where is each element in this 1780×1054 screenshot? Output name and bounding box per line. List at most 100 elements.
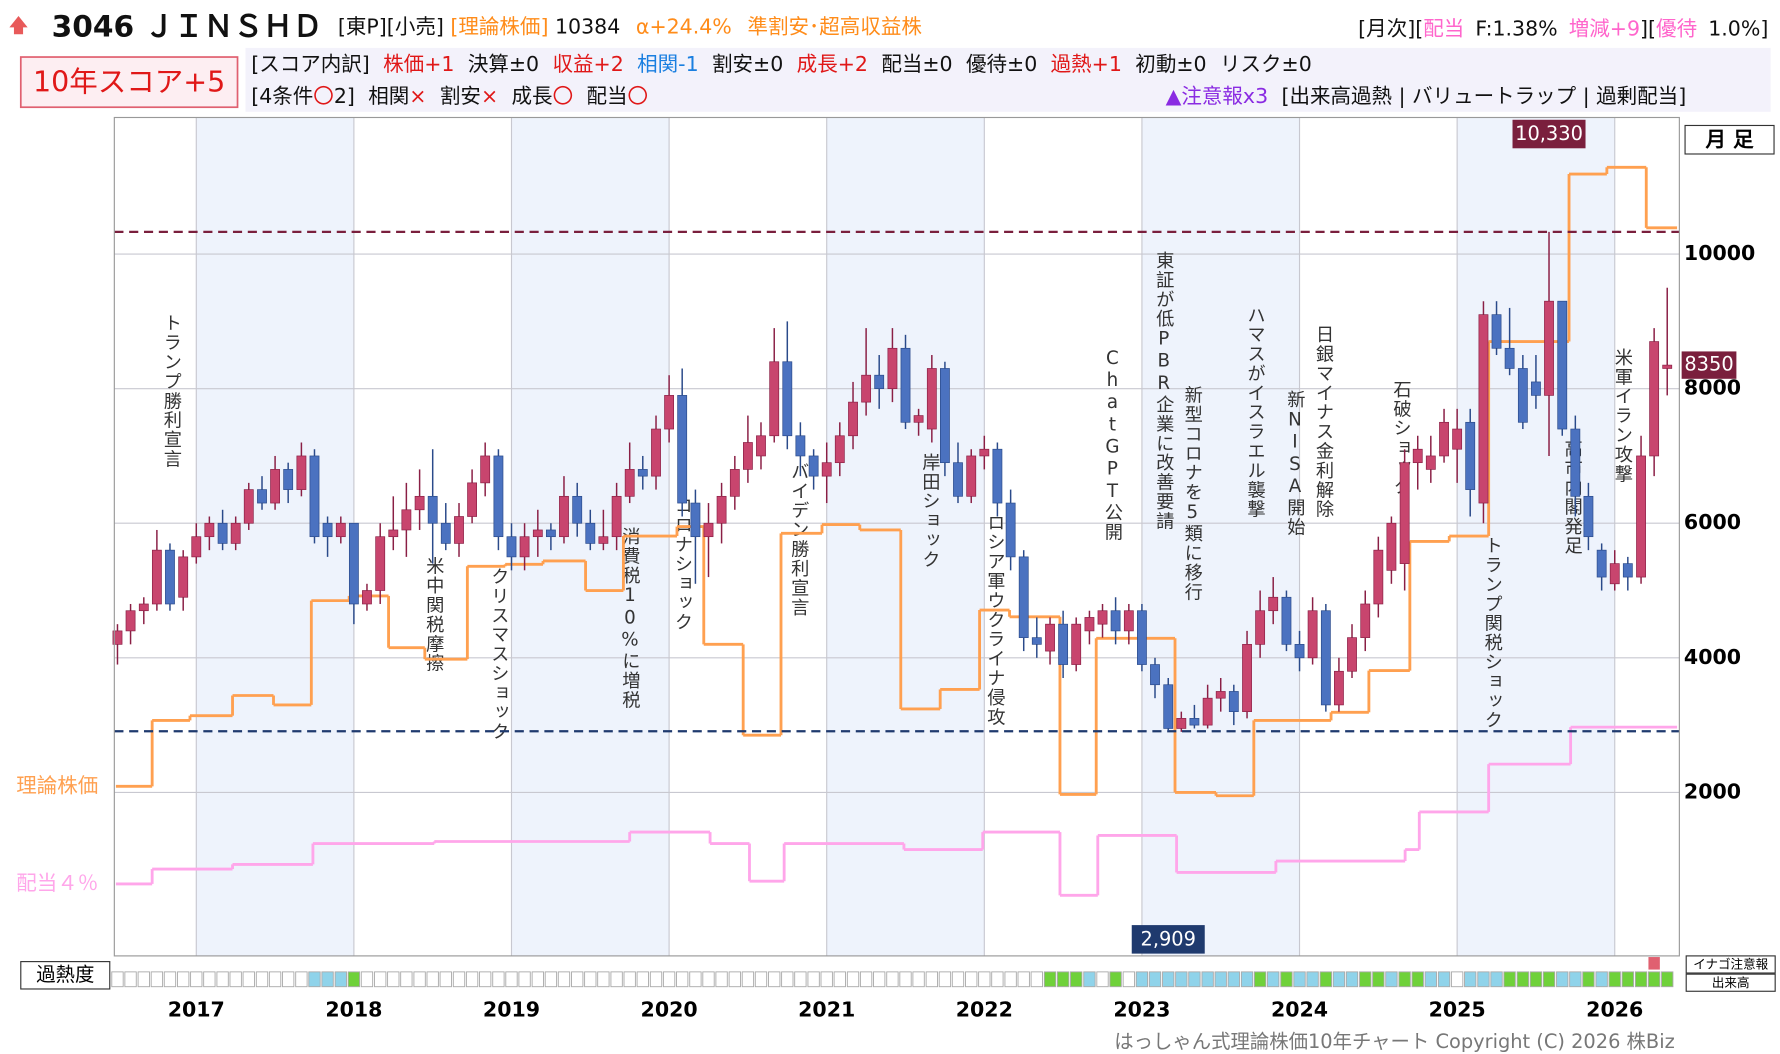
t: 割安±0 [712,52,783,76]
candle-body [1504,347,1515,369]
score-box [19,56,239,109]
heat-cell [1227,971,1240,988]
t: 相関-1 [637,52,699,76]
event-annotation: ChatGPT公開 [1102,348,1123,542]
period-box [1684,124,1775,155]
heat-cell [1516,971,1530,988]
candle-body [1176,718,1187,729]
heat-cell [1385,971,1398,988]
candle-body [322,522,333,538]
candle-body [309,455,320,538]
candle-body [743,442,753,470]
x-tick-label: 2026 [1586,998,1643,1022]
candle-body [1386,522,1397,571]
volume-box [1685,973,1776,992]
heat-cell [387,971,400,988]
reference-label-box [1512,119,1586,149]
heat-cell [190,971,203,988]
heat-cell [1096,971,1109,988]
heat-cell [1148,971,1162,988]
candle-body [598,536,609,544]
event-annotation: クリスマスショック [488,567,509,742]
candle-body [204,522,215,538]
heat-cell [1135,971,1149,988]
heat-cell [1608,971,1621,988]
heat-cell [216,971,229,988]
candle-body [1544,300,1554,396]
candle-body [690,502,701,538]
heat-cell [1004,971,1017,988]
reference-label: 2,909 [1141,927,1196,950]
candle-body [729,469,740,497]
heat-cell [282,971,295,988]
candle-body [1163,684,1174,729]
x-tick-label: 2020 [641,998,698,1022]
x-tick-label: 2024 [1271,998,1328,1022]
heat-cell [1661,971,1674,988]
candle-body [900,347,911,423]
heat-cell [242,971,255,988]
candle-body [559,495,569,538]
t: 優待±0 [966,52,1037,76]
rating: 準割安･超高収益株 [747,14,922,38]
heat-cell [557,971,571,988]
heat-cell [439,971,452,988]
candle-body [270,469,280,504]
heat-cell [676,971,689,988]
candle-body [1557,300,1568,430]
candle-body [1320,610,1331,706]
heat-cell [321,971,334,988]
t: リスク±0 [1220,52,1312,76]
heat-cell [1634,971,1648,988]
candle-body [756,435,766,457]
heat-cell [807,971,820,988]
candle-body [1373,549,1384,605]
heat-cell [1345,971,1359,988]
candle-body [1531,381,1541,396]
heat-cell [1175,971,1188,988]
candle-body [1281,596,1292,645]
heat-box [20,961,111,990]
text: F:1.38% [1475,17,1557,41]
heat-cell [1569,971,1582,988]
event-annotation: 新NISA開始 [1284,390,1305,537]
heat-cell [1201,971,1214,988]
t: 割安 [440,84,481,108]
heat-cell [925,971,938,988]
y-tick-label: 8000 [1684,376,1741,400]
plot: トランプ勝利宣言米中関税摩擦 クリスマスショック 消費税10%に増税 コロナショックバ… [112,117,1680,956]
candle-body [1570,428,1581,497]
candle-body [1465,421,1476,490]
candle-body [335,522,346,538]
heat-cell [1450,971,1464,988]
candle-body [1150,664,1160,686]
candle-body [834,435,845,464]
t: 成長+2 [797,52,868,76]
heat-cell [255,971,269,988]
event-annotation: トランプ勝利宣言 [161,314,182,469]
heat-cell [1621,971,1634,988]
x-tick-label: 2022 [956,998,1013,1022]
heat-cell [1162,971,1175,988]
heat-cell [1542,971,1556,988]
t: 〇 [628,84,649,108]
heat-cell [124,971,137,988]
candle-body [913,415,924,423]
up-icon [9,15,28,35]
x-tick-label: 2021 [798,998,855,1022]
heat-cell [1030,971,1043,988]
header-row2: [スコア内訳] 株価+1 決算±0 収益+2 相関-1 割安±0 成長+2 配当… [251,52,1312,76]
header-row1-right: [月次][配当 F:1.38% 増減+9][優待 1.0%] [1358,17,1768,41]
heat-cell [229,971,242,988]
reference-label: 10,330 [1515,122,1583,145]
candle-body [861,374,872,403]
t: [出来高過熱 | バリュートラップ | 過剰配当] [1282,84,1687,109]
candle-body [1189,718,1200,726]
heat-cell [1490,971,1503,988]
heat-cell [452,971,466,988]
value: 10384 [555,14,620,38]
candle-body [217,522,228,544]
event-annotation: ハマスがイスラエル襲撃 [1245,306,1266,519]
candle-body [848,401,858,437]
plot-frame [113,116,1680,957]
